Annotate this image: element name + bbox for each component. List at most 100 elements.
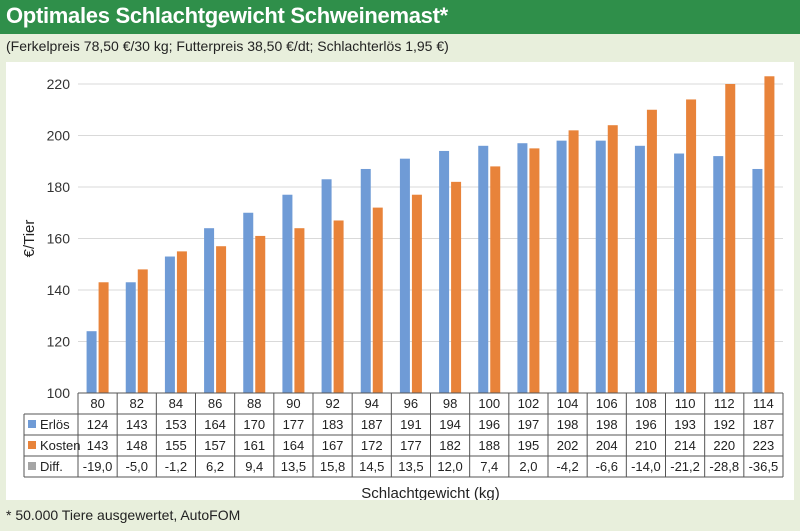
data-label: 15,8: [320, 459, 345, 474]
bar-erloes: [243, 212, 254, 393]
data-label: 157: [204, 438, 226, 453]
data-label: -21,2: [670, 459, 700, 474]
bar-kosten: [98, 282, 109, 393]
y-tick-label: 160: [47, 231, 71, 247]
x-tick-label: 98: [443, 396, 457, 411]
data-label: -6,6: [596, 459, 618, 474]
data-label: 172: [361, 438, 383, 453]
data-label: 202: [557, 438, 579, 453]
footnote: * 50.000 Tiere ausgewertet, AutoFOM: [6, 507, 241, 523]
data-label: 143: [126, 417, 148, 432]
legend-label: Diff.: [40, 459, 63, 474]
bar-erloes: [556, 140, 567, 393]
bar-erloes: [478, 145, 489, 393]
bar-erloes: [204, 228, 215, 393]
bar-erloes: [517, 143, 528, 393]
bar-erloes: [399, 158, 410, 393]
data-label: 2,0: [519, 459, 537, 474]
data-label: 6,2: [206, 459, 224, 474]
data-label: 220: [713, 438, 735, 453]
bar-erloes: [752, 168, 763, 393]
data-label: 167: [322, 438, 344, 453]
data-label: 12,0: [437, 459, 462, 474]
bar-erloes: [674, 153, 685, 393]
bar-kosten: [255, 235, 266, 393]
bar-erloes: [360, 168, 371, 393]
bar-kosten: [176, 251, 187, 393]
data-label: 161: [243, 438, 265, 453]
title-bar: Optimales Schlachtgewicht Schweinemast*: [0, 0, 800, 34]
bar-kosten: [490, 166, 501, 393]
data-label: 13,5: [281, 459, 306, 474]
bar-erloes: [164, 256, 175, 393]
data-label: 153: [165, 417, 187, 432]
bar-kosten: [686, 99, 697, 393]
bar-erloes: [282, 194, 293, 393]
bar-chart: 100 120 140 160 180 200 220 €/Tier 80 82 84 86 88 90 9…: [21, 76, 784, 502]
data-label: 9,4: [245, 459, 263, 474]
x-tick-label: 106: [596, 396, 618, 411]
data-label: 143: [87, 438, 109, 453]
x-tick-label: 112: [714, 396, 735, 411]
data-label: -28,8: [709, 459, 739, 474]
data-label: 170: [243, 417, 265, 432]
x-tick-label: 86: [208, 396, 222, 411]
bar-kosten: [216, 246, 227, 393]
y-tick-label: 120: [47, 334, 71, 350]
data-label: 214: [674, 438, 696, 453]
data-label: 183: [322, 417, 344, 432]
y-tick-label: 220: [47, 76, 71, 92]
x-tick-label: 82: [130, 396, 144, 411]
x-tick-label: 96: [404, 396, 418, 411]
data-label: 197: [518, 417, 540, 432]
data-label: 196: [478, 417, 500, 432]
y-tick-label: 200: [47, 128, 71, 144]
legend-label: Erlös: [40, 417, 70, 432]
data-label: 13,5: [398, 459, 423, 474]
data-label: 192: [713, 417, 735, 432]
x-tick-label: 84: [169, 396, 183, 411]
data-label: 177: [400, 438, 422, 453]
legend-swatch: [28, 441, 36, 449]
bar-kosten: [137, 269, 148, 393]
x-tick-label: 90: [286, 396, 300, 411]
bar-kosten: [607, 125, 618, 393]
data-label: 194: [439, 417, 461, 432]
bar-erloes: [321, 179, 332, 393]
data-label: 124: [87, 417, 109, 432]
y-axis-label: €/Tier: [21, 220, 38, 258]
x-tick-label: 108: [635, 396, 657, 411]
x-tick-label: 100: [478, 396, 500, 411]
chart-panel: 100 120 140 160 180 200 220 €/Tier 80 82 84 86 88 90 9…: [6, 62, 794, 502]
chart-subtitle: (Ferkelpreis 78,50 €/30 kg; Futterpreis …: [6, 38, 449, 54]
bar-kosten: [646, 109, 657, 393]
x-tick-label: 92: [325, 396, 339, 411]
data-label: -36,5: [749, 459, 779, 474]
data-label: 195: [518, 438, 540, 453]
data-label: 193: [674, 417, 696, 432]
data-label: 148: [126, 438, 148, 453]
bar-kosten: [372, 207, 383, 393]
bar-erloes: [125, 282, 136, 393]
x-tick-label: 94: [365, 396, 379, 411]
x-tick-label: 102: [518, 396, 540, 411]
bar-erloes: [595, 140, 606, 393]
bar-erloes: [634, 145, 645, 393]
bar-kosten: [294, 228, 305, 393]
x-tick-label: 80: [90, 396, 104, 411]
data-label: 223: [753, 438, 775, 453]
data-label: 187: [361, 417, 383, 432]
data-label: -1,2: [165, 459, 187, 474]
data-label: 164: [204, 417, 226, 432]
data-label: 187: [753, 417, 775, 432]
y-tick-label: 140: [47, 282, 71, 298]
data-label: 198: [557, 417, 579, 432]
data-label: 177: [283, 417, 305, 432]
bar-erloes: [439, 150, 450, 393]
data-label: 188: [478, 438, 500, 453]
x-tick-label: 110: [675, 396, 696, 411]
data-label: 196: [635, 417, 657, 432]
data-label: 191: [400, 417, 422, 432]
x-tick-label: 114: [753, 396, 774, 411]
x-tick-label: 88: [247, 396, 261, 411]
